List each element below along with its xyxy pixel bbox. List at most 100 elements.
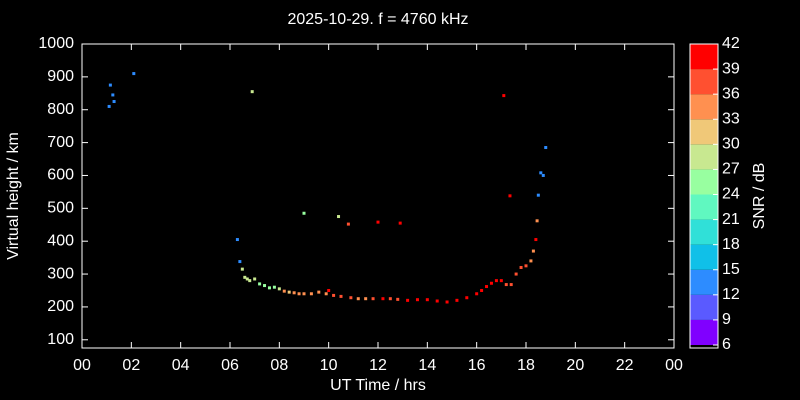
colorbar-tick-label: 39 xyxy=(722,60,740,77)
y-tick-label: 400 xyxy=(47,232,74,249)
data-point xyxy=(250,90,254,94)
data-point xyxy=(519,265,523,269)
colorbar-tick-label: 36 xyxy=(722,85,740,102)
x-tick-label: 10 xyxy=(320,357,338,374)
colorbar-tick-label: 15 xyxy=(722,261,740,278)
x-tick-label: 12 xyxy=(369,357,387,374)
data-point xyxy=(425,298,429,302)
data-point xyxy=(398,221,402,225)
data-point xyxy=(494,279,498,283)
colorbar-tick-label: 18 xyxy=(722,236,740,253)
colorbar-segment xyxy=(690,244,718,270)
colorbar-segment xyxy=(690,219,718,245)
colorbar-segment xyxy=(690,94,718,120)
data-point xyxy=(245,277,249,281)
data-point xyxy=(445,300,449,304)
data-point xyxy=(309,292,313,296)
colorbar-tick-label: 30 xyxy=(722,136,740,153)
data-point xyxy=(381,297,385,301)
data-point xyxy=(504,283,508,287)
x-tick-label: 20 xyxy=(566,357,584,374)
data-point xyxy=(536,193,540,197)
x-tick-label: 16 xyxy=(468,357,486,374)
colorbar-tick-label: 9 xyxy=(722,311,731,328)
data-point xyxy=(317,290,321,294)
data-point xyxy=(339,294,343,298)
y-tick-label: 300 xyxy=(47,265,74,282)
data-point xyxy=(267,286,271,290)
colorbar-segment xyxy=(690,294,718,320)
data-point xyxy=(243,275,247,279)
data-point xyxy=(327,288,331,292)
data-point xyxy=(514,272,518,276)
data-point xyxy=(132,72,136,76)
data-point xyxy=(277,287,281,291)
colorbar-segment xyxy=(690,119,718,145)
y-axis-label: Virtual height / km xyxy=(5,132,22,260)
data-point xyxy=(388,297,392,301)
data-point xyxy=(544,146,548,150)
data-point xyxy=(302,211,306,215)
data-point xyxy=(272,285,276,289)
data-point xyxy=(287,290,291,294)
colorbar-segment xyxy=(690,269,718,295)
data-point xyxy=(455,298,459,302)
data-point xyxy=(238,260,242,264)
x-axis-label: UT Time / hrs xyxy=(330,377,426,394)
data-point xyxy=(235,238,239,242)
data-point xyxy=(324,292,328,296)
data-point xyxy=(302,292,306,296)
y-tick-label: 200 xyxy=(47,298,74,315)
data-point xyxy=(253,277,257,281)
y-tick-label: 600 xyxy=(47,167,74,184)
colorbar-frame xyxy=(689,43,719,349)
data-point xyxy=(112,100,116,104)
x-tick-label: 18 xyxy=(517,357,535,374)
x-tick-label: 00 xyxy=(665,357,683,374)
y-tick-label: 800 xyxy=(47,101,74,118)
data-point xyxy=(337,215,341,219)
x-tick-label: 04 xyxy=(172,357,190,374)
x-tick-label: 08 xyxy=(270,357,288,374)
data-point xyxy=(489,281,493,285)
colorbar-tick-label: 12 xyxy=(722,286,740,303)
colorbar-label: SNR / dB xyxy=(751,163,768,230)
x-tick-label: 22 xyxy=(616,357,634,374)
data-point xyxy=(356,297,360,301)
data-point xyxy=(541,173,545,177)
data-point xyxy=(508,194,512,198)
chart-title: 2025-10-29. f = 4760 kHz xyxy=(287,11,468,28)
colorbar-segment xyxy=(690,44,718,70)
colorbar-segment xyxy=(690,194,718,220)
data-point xyxy=(364,297,368,301)
data-point xyxy=(349,296,353,300)
data-point xyxy=(529,259,533,263)
colorbar-segment xyxy=(690,69,718,95)
data-point xyxy=(531,249,535,253)
data-point xyxy=(248,279,252,283)
y-tick-label: 1000 xyxy=(38,35,74,52)
colorbar-segment xyxy=(690,144,718,170)
data-point xyxy=(282,289,286,293)
data-point xyxy=(332,293,336,297)
y-tick-label: 700 xyxy=(47,134,74,151)
colorbar-tick-label: 27 xyxy=(722,161,740,178)
data-point xyxy=(435,299,439,303)
data-point xyxy=(539,171,543,175)
data-point xyxy=(107,104,111,108)
data-point xyxy=(524,264,528,268)
data-point xyxy=(396,297,400,301)
data-point xyxy=(263,284,267,288)
data-point xyxy=(108,83,112,87)
data-point xyxy=(480,288,484,292)
y-tick-label: 900 xyxy=(47,68,74,85)
data-point xyxy=(406,298,410,302)
data-point xyxy=(465,296,469,300)
data-point xyxy=(534,238,538,242)
colorbar-segment xyxy=(690,169,718,195)
data-point xyxy=(485,285,489,289)
data-point xyxy=(475,292,479,296)
